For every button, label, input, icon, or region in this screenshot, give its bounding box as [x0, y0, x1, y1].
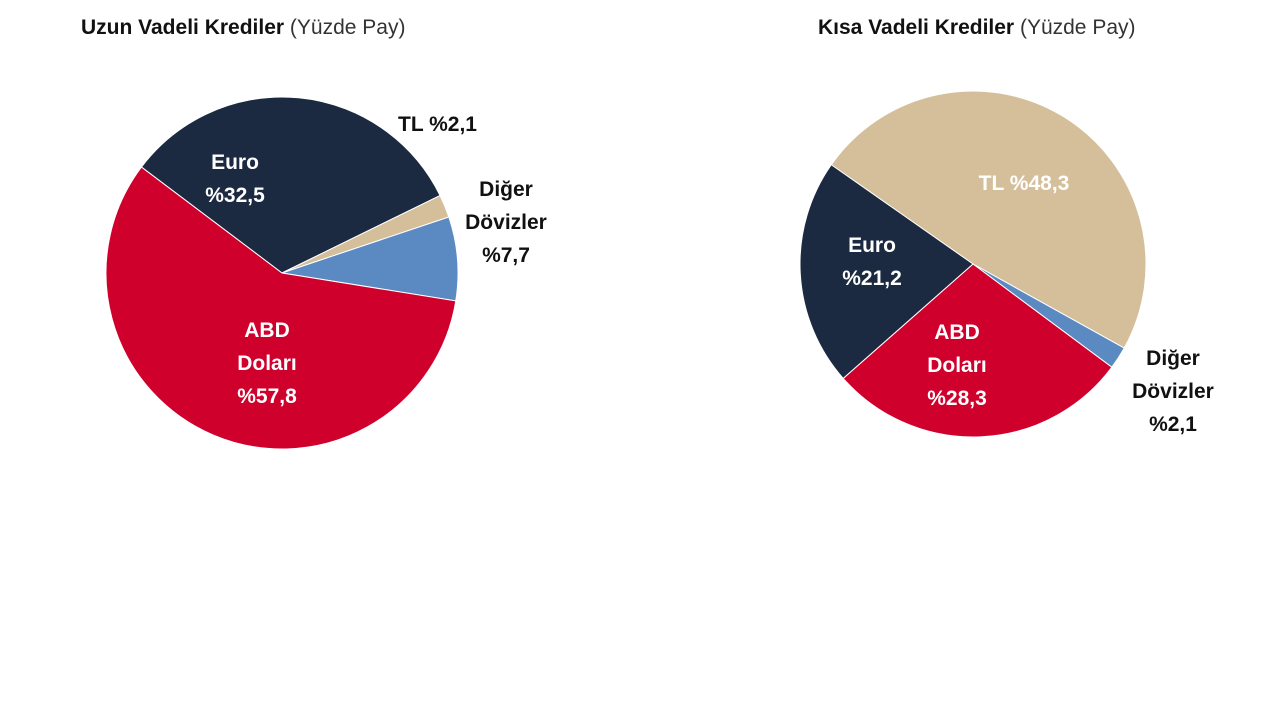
chart-title-sub: (Yüzde Pay) [289, 16, 406, 39]
data-label-di-er-d-vizler: Diğer Dövizler %7,7 [465, 178, 547, 267]
data-label-tl: TL %2,1 [398, 113, 477, 136]
chart-title-long-term: Uzun Vadeli Krediler (Yüzde Pay) [81, 16, 405, 40]
pie-slice-euro [140, 96, 441, 274]
pie-chart-short-term: TL %48,3 Diğer Dövizler %2,1 ABD Doları %28,3 E… [799, 90, 1214, 438]
data-label-euro: Euro %21,2 [842, 234, 902, 290]
data-label-abd-dolar-: ABD Doları %57,8 [237, 319, 297, 408]
chart-title-short-term: Kısa Vadeli Krediler (Yüzde Pay) [818, 16, 1136, 40]
pie-slice-abd-dolar- [842, 263, 1113, 438]
pie-slice-euro [799, 164, 974, 380]
pie-slice-tl [830, 90, 1147, 349]
data-label-di-er-d-vizler: Diğer Dövizler %2,1 [1132, 347, 1214, 436]
pie-chart-long-term: Euro %32,5 TL %2,1 Diğer Dövizler %7,7 ABD Dola… [105, 96, 547, 450]
chart-title-sub: (Yüzde Pay) [1019, 16, 1136, 39]
chart-title-main: Kısa Vadeli Krediler [818, 16, 1015, 39]
data-label-euro: Euro %32,5 [205, 151, 265, 207]
chart-title-main: Uzun Vadeli Krediler [81, 16, 285, 39]
data-label-abd-dolar-: ABD Doları %28,3 [927, 321, 987, 410]
pie-slice-abd-dolar- [105, 166, 457, 450]
data-label-tl: TL %48,3 [979, 172, 1070, 195]
